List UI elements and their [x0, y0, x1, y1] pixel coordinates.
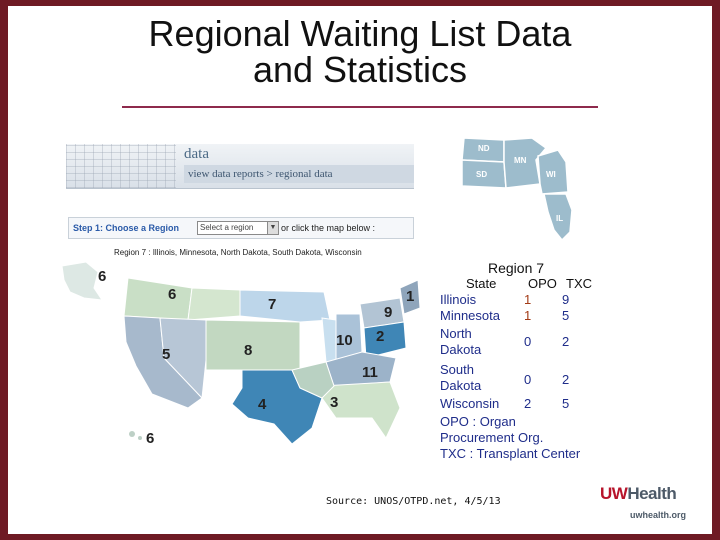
slide: Regional Waiting List Data and Statistic…: [8, 6, 712, 534]
map-region-hawaii-2[interactable]: [138, 436, 142, 440]
inset-label-wi: WI: [546, 170, 556, 179]
map-region-7-il[interactable]: [321, 317, 337, 363]
row-state: Illinois: [440, 292, 477, 307]
map-label-region-11: 11: [362, 364, 378, 381]
breadcrumb[interactable]: view data reports > regional data: [184, 165, 414, 183]
note-opo-line2: Procurement Org.: [440, 430, 544, 445]
inset-state-wi: [537, 149, 569, 195]
row-opo: 2: [524, 396, 532, 411]
step-bar: Step 1: Choose a Region Select a region …: [68, 217, 414, 239]
web-page-header: data view data reports > regional data: [66, 144, 414, 189]
inset-map-svg: [461, 137, 573, 242]
row-opo: 0: [524, 372, 532, 387]
table-title: Region 7: [488, 260, 545, 276]
uw-health-logo: UWHealth uwhealth.org: [600, 484, 700, 528]
row-opo: 0: [524, 334, 532, 349]
map-region-6-mt[interactable]: [187, 287, 241, 321]
map-region-3[interactable]: [321, 381, 401, 439]
or-click-text: or click the map below :: [281, 223, 376, 233]
us-region-map[interactable]: 6 6 7 9 1 2 5 8 10 11 4 3 6: [60, 258, 421, 448]
inset-label-nd: ND: [478, 144, 490, 153]
row-state-line1: South: [440, 362, 474, 377]
map-label-region-10: 10: [336, 332, 353, 349]
title-line-1: Regional Waiting List Data: [148, 13, 572, 54]
row-state-line1: North: [440, 326, 472, 341]
map-region-8[interactable]: [205, 319, 301, 371]
map-label-region-5: 5: [162, 346, 171, 363]
row-state: Minnesota: [440, 308, 500, 323]
map-region-2[interactable]: [363, 321, 407, 359]
map-label-region-6-ak: 6: [98, 268, 107, 285]
map-region-alaska[interactable]: [61, 261, 104, 301]
row-opo: 1: [524, 308, 532, 323]
row-txc: 2: [562, 372, 570, 387]
note-opo-line1: OPO : Organ: [440, 414, 516, 429]
inset-label-sd: SD: [476, 170, 488, 179]
map-label-region-7: 7: [268, 296, 277, 313]
map-label-region-1: 1: [406, 288, 415, 305]
map-label-region-2: 2: [376, 328, 385, 345]
logo-url: uwhealth.org: [630, 510, 686, 520]
row-txc: 5: [562, 308, 570, 323]
map-label-region-9: 9: [384, 304, 393, 321]
col-header-txc: TXC: [566, 276, 592, 291]
map-label-region-8: 8: [244, 342, 253, 359]
logo-uw: UW: [600, 484, 628, 503]
slide-title: Regional Waiting List Data and Statistic…: [8, 16, 712, 88]
step-label: Step 1: Choose a Region: [73, 223, 180, 233]
inset-label-il: IL: [556, 214, 564, 223]
map-label-region-3: 3: [330, 394, 339, 411]
region-select[interactable]: Select a region ▼: [197, 221, 279, 235]
note-txc: TXC : Transplant Center: [440, 446, 581, 461]
map-region-hawaii[interactable]: [129, 431, 135, 437]
map-label-region-6: 6: [168, 286, 177, 303]
region-select-value: Select a region: [200, 223, 254, 232]
region-states-line: Region 7 : Illinois, Minnesota, North Da…: [114, 248, 362, 257]
inset-state-il: [543, 193, 573, 242]
row-state-line2: Dakota: [440, 378, 482, 393]
logo-wordmark: UWHealth: [600, 484, 677, 504]
region-7-inset-map: ND MN SD WI IL: [458, 134, 578, 242]
map-region-5-az[interactable]: [159, 317, 207, 400]
row-txc: 2: [562, 334, 570, 349]
map-label-region-6-hi: 6: [146, 430, 155, 447]
inset-state-mn: [503, 137, 548, 189]
row-opo: 1: [524, 292, 532, 307]
logo-health: Health: [627, 484, 677, 503]
row-txc: 9: [562, 292, 570, 307]
header-graphic: [66, 144, 176, 188]
title-divider: [122, 106, 598, 108]
row-state-line2: Dakota: [440, 342, 482, 357]
map-region-6[interactable]: [123, 277, 193, 321]
map-label-region-4: 4: [258, 396, 267, 413]
title-line-2: and Statistics: [252, 49, 468, 90]
row-txc: 5: [562, 396, 570, 411]
inset-label-mn: MN: [514, 156, 527, 165]
col-header-opo: OPO: [528, 276, 557, 291]
map-region-8-ks[interactable]: [291, 361, 335, 399]
map-region-7[interactable]: [239, 289, 331, 323]
row-state: Wisconsin: [440, 396, 500, 411]
us-map-svg[interactable]: [60, 258, 421, 448]
chevron-down-icon[interactable]: ▼: [267, 222, 278, 234]
section-title: data: [184, 146, 209, 162]
col-header-state: State: [466, 276, 497, 291]
source-citation: Source: UNOS/OTPD.net, 4/5/13: [326, 496, 501, 507]
